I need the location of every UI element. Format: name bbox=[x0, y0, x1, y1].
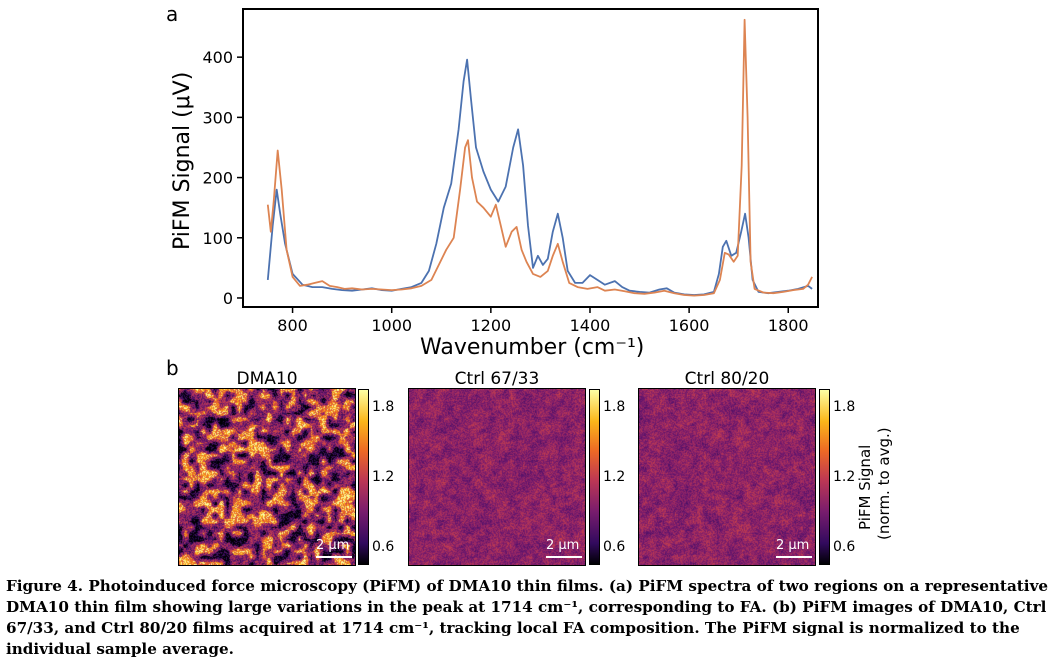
colorbar-tick: 1.2 bbox=[603, 469, 626, 485]
colorbar-ctrl6733 bbox=[589, 389, 600, 565]
scalebar-label-dma10: 2 μm bbox=[316, 538, 350, 553]
y-tick-label: 200 bbox=[202, 169, 233, 188]
colorbar-dma10 bbox=[358, 389, 369, 565]
pifm-map-ctrl8020 bbox=[638, 388, 816, 566]
pifm-map-dma10 bbox=[178, 388, 356, 566]
caption-prefix: Figure 4. bbox=[6, 577, 89, 595]
colorbar-tick: 0.6 bbox=[603, 539, 626, 555]
pifm-map-ctrl6733 bbox=[408, 388, 586, 566]
y-tick-label: 100 bbox=[202, 229, 233, 248]
figure-caption: Figure 4. Photoinduced force microscopy … bbox=[6, 576, 1056, 660]
y-axis-title: PiFM Signal (μV) bbox=[170, 71, 195, 250]
image-title-dma10: DMA10 bbox=[236, 369, 298, 389]
scalebar-ctrl6733 bbox=[546, 556, 582, 558]
image-title-ctrl6733: Ctrl 67/33 bbox=[454, 369, 540, 389]
colorbar-label-line1: PiFM Signal bbox=[856, 444, 874, 530]
colorbar-ctrl8020 bbox=[819, 389, 830, 565]
series-line-2 bbox=[266, 18, 813, 297]
scalebar-dma10 bbox=[316, 556, 352, 558]
colorbar-tick: 1.2 bbox=[833, 469, 856, 485]
colorbar-tick: 0.6 bbox=[372, 539, 395, 555]
spectra-chart: 800 1000 1200 1400 1600 1800 0 100 200 300 400 bbox=[202, 8, 819, 335]
y-tick-label: 0 bbox=[223, 289, 233, 308]
plot-frame bbox=[242, 8, 819, 308]
x-tick-label: 1800 bbox=[768, 316, 809, 335]
x-axis-title: Wavenumber (cm⁻¹) bbox=[420, 335, 645, 360]
x-tick-label: 1600 bbox=[669, 316, 710, 335]
scalebar-label-ctrl8020: 2 μm bbox=[776, 538, 810, 553]
colorbar-tick: 1.8 bbox=[372, 399, 395, 415]
panel-b-label: b bbox=[166, 356, 179, 380]
image-title-ctrl8020: Ctrl 80/20 bbox=[684, 369, 770, 389]
colorbar-tick: 1.8 bbox=[603, 399, 626, 415]
scalebar-ctrl8020 bbox=[776, 556, 812, 558]
y-tick-label: 400 bbox=[202, 48, 233, 67]
panel-a-label: a bbox=[166, 2, 179, 26]
y-tick-label: 300 bbox=[202, 108, 233, 127]
colorbar-tick: 1.8 bbox=[833, 399, 856, 415]
x-tick-label: 1200 bbox=[470, 316, 511, 335]
x-tick-label: 1400 bbox=[570, 316, 611, 335]
scalebar-label-ctrl6733: 2 μm bbox=[546, 538, 580, 553]
colorbar-tick: 0.6 bbox=[833, 539, 856, 555]
colorbar-label-line2: (norm. to avg.) bbox=[875, 427, 893, 540]
series-line-1 bbox=[266, 58, 813, 296]
caption-text: Photoinduced force microscopy (PiFM) of … bbox=[6, 577, 1049, 658]
x-tick-label: 800 bbox=[277, 316, 308, 335]
x-tick-label: 1000 bbox=[371, 316, 412, 335]
colorbar-tick: 1.2 bbox=[372, 469, 395, 485]
